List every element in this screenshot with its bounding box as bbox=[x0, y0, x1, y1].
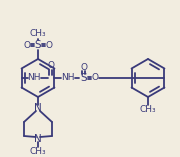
Text: N: N bbox=[34, 134, 42, 144]
Text: O: O bbox=[24, 41, 30, 49]
Text: O: O bbox=[91, 73, 98, 82]
Text: NH: NH bbox=[61, 73, 74, 82]
Text: O: O bbox=[46, 41, 53, 49]
Text: S: S bbox=[80, 73, 87, 83]
Text: O: O bbox=[47, 62, 54, 70]
Text: N: N bbox=[34, 103, 42, 113]
Text: S: S bbox=[35, 40, 41, 50]
Text: NH: NH bbox=[27, 73, 40, 82]
Text: CH₃: CH₃ bbox=[30, 30, 46, 38]
Text: O: O bbox=[80, 62, 87, 71]
Text: CH₃: CH₃ bbox=[30, 146, 46, 155]
Text: CH₃: CH₃ bbox=[140, 105, 156, 114]
